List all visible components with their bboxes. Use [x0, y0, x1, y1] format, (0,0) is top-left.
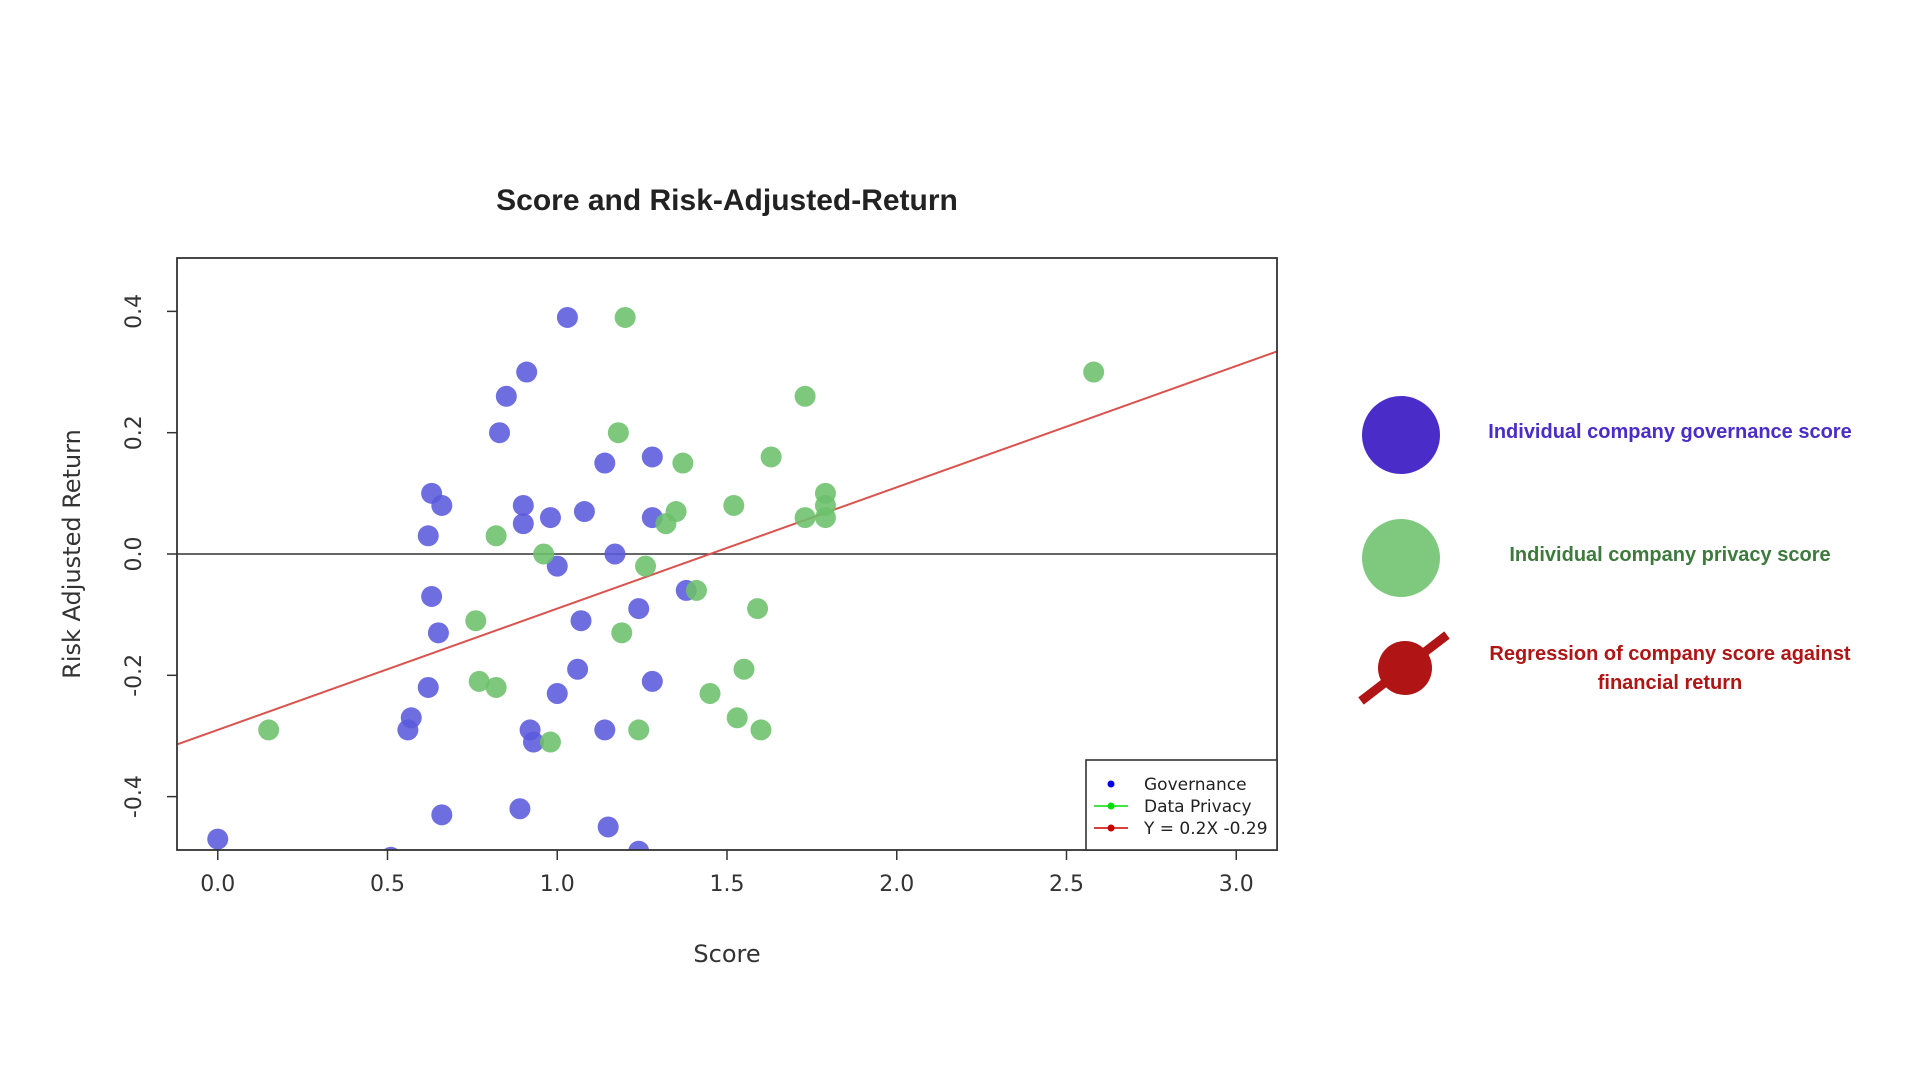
governance-point: [641, 670, 663, 692]
governance-point: [516, 361, 538, 383]
plot-area: [177, 306, 1277, 850]
y-tick-label: 0.2: [122, 415, 147, 450]
governance-point: [421, 585, 443, 607]
privacy-point: [465, 610, 487, 632]
governance-point: [509, 798, 531, 820]
y-tick-label: 0.4: [122, 294, 147, 329]
x-axis-label: Score: [693, 940, 760, 968]
y-axis-label: Risk Adjusted Return: [58, 429, 86, 679]
privacy-circle-icon: [1362, 519, 1440, 597]
governance-point: [431, 804, 453, 826]
governance-point: [417, 525, 439, 547]
privacy-point: [750, 719, 772, 741]
privacy-point: [485, 525, 507, 547]
x-tick-label: 0.0: [200, 872, 235, 897]
y-tick-label: 0.0: [122, 537, 147, 572]
y-tick-label: -0.2: [122, 654, 147, 697]
governance-point: [512, 513, 534, 535]
governance-point: [594, 452, 616, 474]
legend-marker: [1107, 824, 1115, 832]
privacy-point: [258, 719, 280, 741]
governance-point: [431, 494, 453, 516]
privacy-point: [468, 670, 490, 692]
legend-marker: [1107, 780, 1115, 788]
governance-point: [641, 446, 663, 468]
governance-circle-icon: [1362, 396, 1440, 474]
governance-point: [207, 828, 229, 850]
privacy-annotation: Individual company privacy score: [1468, 541, 1872, 570]
governance-point: [417, 676, 439, 698]
x-tick-label: 1.0: [540, 872, 575, 897]
privacy-point: [539, 731, 561, 753]
privacy-point: [628, 719, 650, 741]
privacy-point: [794, 385, 816, 407]
privacy-point: [607, 422, 629, 444]
governance-annotation: Individual company governance score: [1468, 418, 1872, 447]
governance-point: [604, 543, 626, 565]
governance-point: [594, 719, 616, 741]
x-tick-label: 1.5: [710, 872, 745, 897]
privacy-point: [733, 658, 755, 680]
governance-point: [512, 494, 534, 516]
series-governance: [207, 306, 697, 850]
privacy-point: [685, 579, 707, 601]
privacy-point: [635, 555, 657, 577]
legend-label: Data Privacy: [1144, 797, 1252, 817]
governance-point: [397, 719, 419, 741]
privacy-point: [760, 446, 782, 468]
governance-point: [539, 507, 561, 529]
privacy-point: [611, 622, 633, 644]
privacy-annotation-text: Individual company privacy score: [1509, 544, 1831, 566]
privacy-point: [794, 507, 816, 529]
legend-box: [1085, 759, 1278, 851]
governance-point: [546, 683, 568, 705]
regression-annotation: Regression of company score against fina…: [1478, 640, 1862, 698]
privacy-point: [655, 513, 677, 535]
y-tick-label: -0.4: [122, 775, 147, 818]
governance-point: [556, 306, 578, 328]
regression-line-icon: [1358, 631, 1450, 705]
x-tick-label: 3.0: [1219, 872, 1254, 897]
governance-point: [570, 610, 592, 632]
governance-point: [522, 731, 544, 753]
governance-point: [567, 658, 589, 680]
privacy-point: [814, 507, 836, 529]
series-data-privacy: [258, 306, 1105, 753]
governance-point: [495, 385, 517, 407]
governance-point: [489, 422, 511, 444]
legend-label: Governance: [1144, 775, 1247, 795]
privacy-point: [672, 452, 694, 474]
x-tick-label: 2.5: [1049, 872, 1084, 897]
governance-annotation-text: Individual company governance score: [1488, 421, 1852, 443]
privacy-point: [747, 598, 769, 620]
privacy-point: [614, 306, 636, 328]
privacy-point: [485, 676, 507, 698]
governance-point: [628, 840, 650, 850]
x-tick-label: 2.0: [879, 872, 914, 897]
governance-point: [546, 555, 568, 577]
chart-title: Score and Risk-Adjusted-Return: [496, 184, 958, 217]
legend-label: Y = 0.2X -0.29: [1143, 819, 1268, 839]
governance-point: [427, 622, 449, 644]
x-tick-label: 0.5: [370, 872, 405, 897]
privacy-point: [726, 707, 748, 729]
privacy-point: [533, 543, 555, 565]
governance-point: [628, 598, 650, 620]
governance-point: [597, 816, 619, 838]
privacy-point: [1083, 361, 1105, 383]
legend-marker: [1107, 802, 1115, 810]
scatter-chart: Score and Risk-Adjusted-Return 0.0 0.5 1.0 1…: [58, 184, 1278, 968]
regression-line: [177, 350, 1277, 746]
governance-point: [573, 501, 595, 523]
regression-annotation-text: Regression of company score against fina…: [1489, 643, 1851, 694]
privacy-point: [699, 683, 721, 705]
privacy-point: [723, 494, 745, 516]
